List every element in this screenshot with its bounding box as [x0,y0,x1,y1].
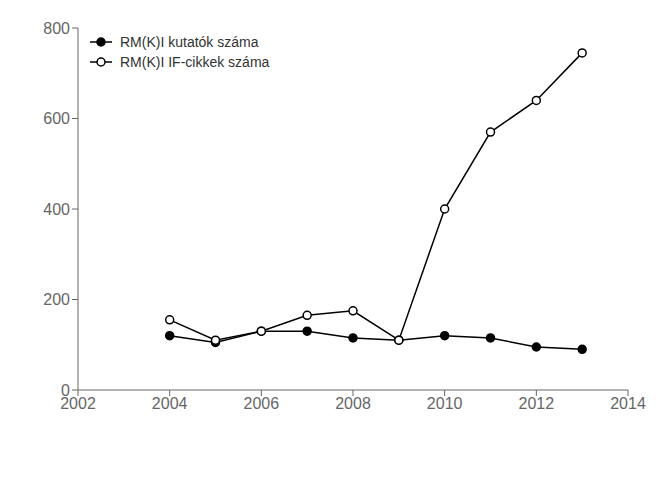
html-text:RM(K)I kutatók száma: RM(K)I kutatók száma [120,34,259,50]
svg-text:2012: 2012 [519,395,555,412]
svg-text:0: 0 [61,382,70,399]
svg-text:2004: 2004 [152,395,188,412]
svg-text:2006: 2006 [244,395,280,412]
svg-text:2002: 2002 [60,395,96,413]
html-text:RM(K)I IF-cikkek száma: RM(K)I IF-cikkek száma [120,54,270,70]
svg-text:2008: 2008 [335,395,371,412]
svg-text:800: 800 [43,20,70,37]
svg-text:2010: 2010 [427,395,463,412]
svg-text:600: 600 [43,110,70,127]
svg-text:400: 400 [43,201,70,218]
svg-text:2014: 2014 [610,395,646,412]
svg-text:200: 200 [43,291,70,308]
